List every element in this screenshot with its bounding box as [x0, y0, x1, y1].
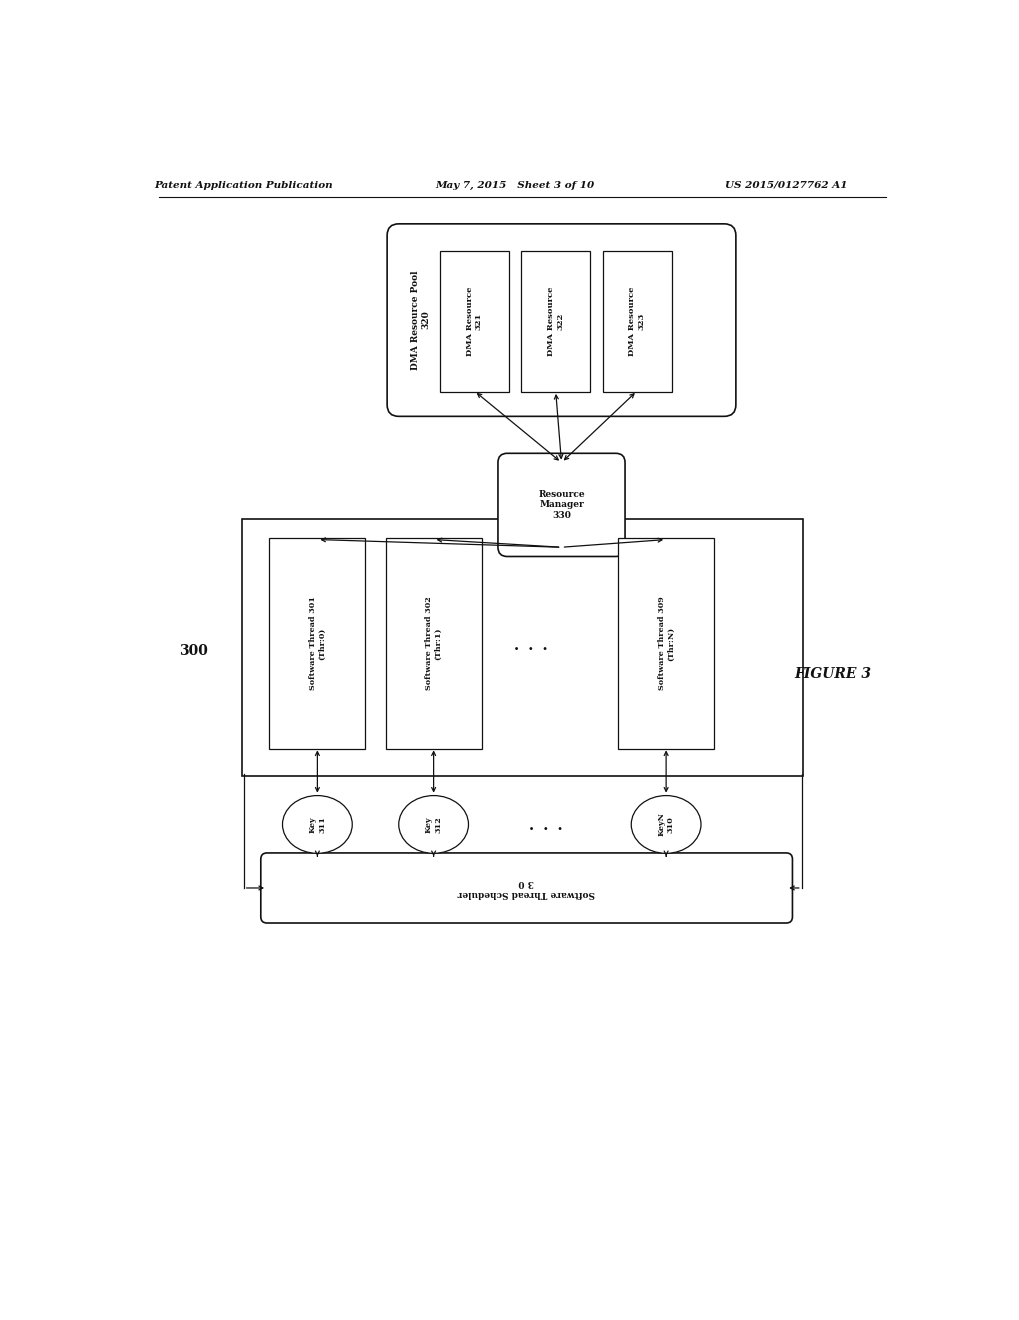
FancyBboxPatch shape — [497, 453, 625, 557]
FancyBboxPatch shape — [618, 539, 713, 748]
Text: . . .: . . . — [513, 632, 548, 655]
Ellipse shape — [631, 796, 700, 853]
Text: May 7, 2015   Sheet 3 of 10: May 7, 2015 Sheet 3 of 10 — [435, 181, 594, 190]
FancyBboxPatch shape — [385, 539, 481, 748]
Text: Software Thread 302
(Thr:1): Software Thread 302 (Thr:1) — [425, 597, 442, 690]
FancyBboxPatch shape — [261, 853, 792, 923]
Text: US 2015/0127762 A1: US 2015/0127762 A1 — [725, 181, 847, 190]
Text: Key
312: Key 312 — [425, 816, 442, 833]
FancyBboxPatch shape — [521, 251, 590, 392]
FancyBboxPatch shape — [269, 539, 365, 748]
Text: Resource
Manager
330: Resource Manager 330 — [538, 490, 584, 520]
Text: Software Thread Scheduler
3 0: Software Thread Scheduler 3 0 — [458, 878, 595, 898]
Ellipse shape — [398, 796, 468, 853]
Ellipse shape — [282, 796, 352, 853]
Text: DMA Resource Pool
320: DMA Resource Pool 320 — [411, 271, 430, 370]
Text: . . .: . . . — [528, 813, 564, 836]
Text: Software Thread 301
(Thr:0): Software Thread 301 (Thr:0) — [309, 597, 326, 690]
Text: Key
311: Key 311 — [309, 816, 326, 833]
Text: FIGURE 3: FIGURE 3 — [794, 668, 870, 681]
Text: 300: 300 — [178, 644, 208, 659]
Text: DMA Resource
323: DMA Resource 323 — [628, 286, 645, 356]
FancyBboxPatch shape — [387, 224, 735, 416]
Text: DMA Resource
321: DMA Resource 321 — [466, 286, 482, 356]
Text: Patent Application Publication: Patent Application Publication — [154, 181, 333, 190]
FancyBboxPatch shape — [602, 251, 671, 392]
Text: Software Thread 309
(Thr:N): Software Thread 309 (Thr:N) — [657, 597, 674, 690]
FancyBboxPatch shape — [439, 251, 508, 392]
Text: DMA Resource
322: DMA Resource 322 — [546, 286, 564, 356]
Text: KeyN
310: KeyN 310 — [657, 812, 674, 837]
